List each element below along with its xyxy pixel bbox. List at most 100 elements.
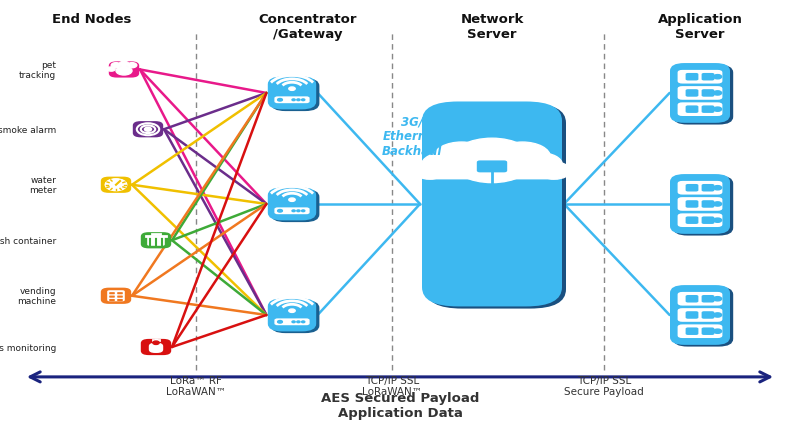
Circle shape [116,67,132,76]
Circle shape [714,202,722,207]
Circle shape [714,313,722,317]
FancyBboxPatch shape [678,325,722,338]
FancyBboxPatch shape [686,217,698,225]
FancyBboxPatch shape [477,161,507,173]
Circle shape [127,63,137,69]
Text: LoRa™ RF
LoRaWAN™: LoRa™ RF LoRaWAN™ [166,375,226,396]
FancyBboxPatch shape [702,201,714,208]
Circle shape [450,139,534,183]
Text: Concentrator
/Gateway: Concentrator /Gateway [258,13,358,41]
FancyBboxPatch shape [274,319,310,325]
FancyBboxPatch shape [678,292,722,306]
Circle shape [714,297,722,301]
FancyBboxPatch shape [674,176,733,236]
FancyBboxPatch shape [702,217,714,225]
FancyBboxPatch shape [117,299,123,302]
FancyBboxPatch shape [686,90,698,98]
Circle shape [302,210,305,212]
FancyBboxPatch shape [109,296,115,298]
FancyBboxPatch shape [678,181,722,195]
Circle shape [714,186,722,190]
Circle shape [302,321,305,323]
Circle shape [297,100,300,101]
Circle shape [278,210,282,213]
FancyBboxPatch shape [670,64,730,124]
FancyBboxPatch shape [101,177,131,193]
Circle shape [494,143,550,173]
FancyBboxPatch shape [109,292,115,295]
Text: water
meter: water meter [29,176,56,195]
Circle shape [297,321,300,323]
Circle shape [153,341,159,345]
FancyBboxPatch shape [670,175,730,234]
FancyBboxPatch shape [101,288,131,304]
Circle shape [302,100,305,101]
FancyBboxPatch shape [678,308,722,322]
FancyBboxPatch shape [271,190,319,222]
FancyBboxPatch shape [446,192,474,201]
FancyBboxPatch shape [149,343,163,353]
FancyBboxPatch shape [109,299,115,302]
FancyBboxPatch shape [686,201,698,208]
FancyBboxPatch shape [510,192,538,201]
Circle shape [414,163,446,180]
FancyBboxPatch shape [274,97,310,104]
FancyBboxPatch shape [702,90,714,98]
FancyBboxPatch shape [674,66,733,125]
FancyBboxPatch shape [702,311,714,319]
Circle shape [111,63,121,69]
Text: pet
tracking: pet tracking [18,60,56,80]
Circle shape [714,92,722,96]
FancyBboxPatch shape [133,122,163,138]
Circle shape [278,321,282,323]
FancyBboxPatch shape [141,339,171,355]
Circle shape [289,88,295,91]
FancyBboxPatch shape [422,102,562,307]
Circle shape [289,199,295,202]
FancyBboxPatch shape [678,214,722,227]
Circle shape [518,153,562,177]
FancyBboxPatch shape [702,106,714,114]
Text: smoke alarm: smoke alarm [0,125,56,135]
FancyBboxPatch shape [678,103,722,117]
Text: Network
Server: Network Server [460,13,524,41]
FancyBboxPatch shape [702,328,714,335]
Circle shape [714,75,722,80]
Circle shape [292,321,295,323]
FancyBboxPatch shape [678,71,722,84]
FancyBboxPatch shape [268,188,316,221]
Circle shape [292,100,295,101]
FancyBboxPatch shape [686,311,698,319]
FancyBboxPatch shape [117,296,123,298]
Circle shape [422,153,466,177]
FancyBboxPatch shape [702,74,714,81]
FancyBboxPatch shape [426,104,566,309]
Text: trash container: trash container [0,236,56,245]
FancyBboxPatch shape [268,78,316,110]
Circle shape [146,129,150,131]
Text: gas monitoring: gas monitoring [0,343,56,352]
FancyBboxPatch shape [686,184,698,192]
Circle shape [714,219,722,223]
Circle shape [297,210,300,212]
FancyBboxPatch shape [702,184,714,192]
Circle shape [107,68,115,72]
Text: Application
Server: Application Server [658,13,742,41]
Circle shape [714,108,722,112]
Text: TCP/IP SSL
LoRaWAN™: TCP/IP SSL LoRaWAN™ [362,375,422,396]
FancyBboxPatch shape [702,295,714,303]
FancyBboxPatch shape [670,285,730,345]
FancyBboxPatch shape [147,237,165,246]
FancyBboxPatch shape [430,165,554,180]
Circle shape [538,163,570,180]
Circle shape [119,62,129,67]
FancyBboxPatch shape [107,291,125,302]
Text: 3G/
Ethernet
Backhaul: 3G/ Ethernet Backhaul [382,115,442,158]
Text: AES Secured Payload
Application Data: AES Secured Payload Application Data [321,391,479,419]
FancyBboxPatch shape [271,79,319,112]
FancyBboxPatch shape [478,192,506,201]
FancyBboxPatch shape [141,233,171,249]
Circle shape [292,210,295,212]
FancyBboxPatch shape [268,299,316,331]
Circle shape [278,99,282,102]
